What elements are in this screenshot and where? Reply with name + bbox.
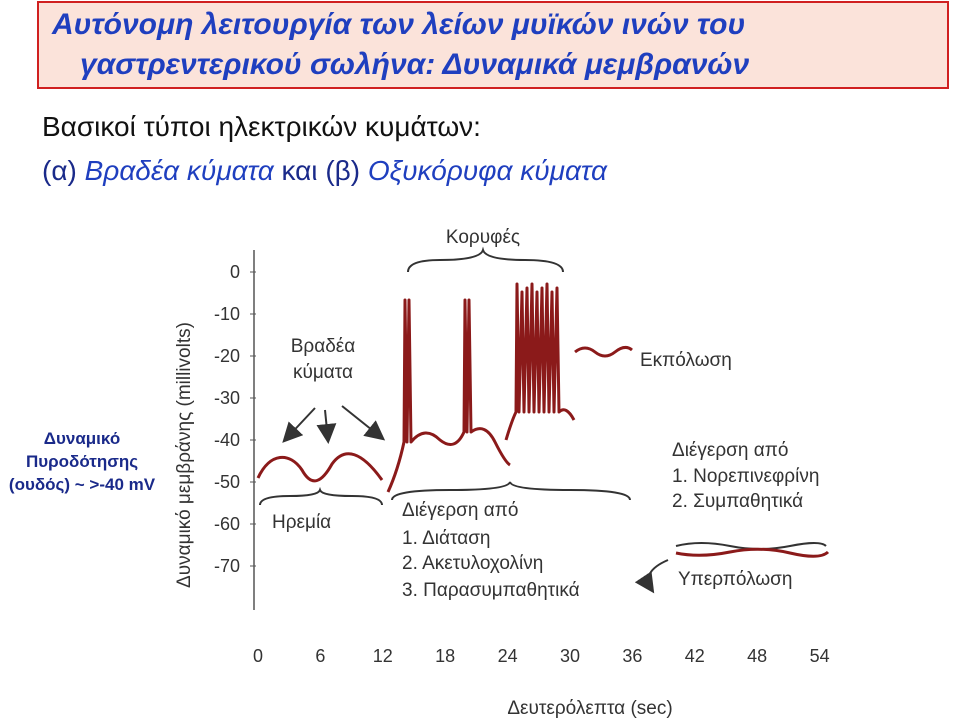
x-tick-label: 42 <box>685 646 705 666</box>
label: Οξυκόρυφα κύματα <box>368 155 608 186</box>
title-box <box>37 1 949 89</box>
x-tick-label: 30 <box>560 646 580 666</box>
arrow <box>634 559 669 594</box>
y-tick-label: -60 <box>214 514 240 534</box>
annotation: 3. Παρασυμπαθητικά <box>402 580 580 601</box>
annotation: Κορυφές <box>446 227 520 248</box>
annotation: κύματα <box>293 362 353 383</box>
y-tick-label: -30 <box>214 388 240 408</box>
y-tick-label: -70 <box>214 556 240 576</box>
y-tick-label: 0 <box>230 262 240 282</box>
arrow <box>341 405 386 441</box>
annotation: Διέγερση από <box>402 500 518 521</box>
x-tick-label: 18 <box>435 646 455 666</box>
x-tick-label: 6 <box>315 646 325 666</box>
annotation: 1. Νορεπινεφρίνη <box>672 466 819 487</box>
label: Βραδέα κύματα <box>85 155 275 186</box>
arrow <box>282 407 316 443</box>
x-tick-label: 0 <box>253 646 263 666</box>
arrow <box>316 409 337 444</box>
x-tick-label: 48 <box>747 646 767 666</box>
title-line: γαστρεντερικού σωλήνα: Δυναμικά μεμβρανώ… <box>80 48 749 81</box>
annotation: 2. Ακετυλοχολίνη <box>402 553 543 574</box>
label: (α) <box>42 155 77 186</box>
x-tick-label: 36 <box>622 646 642 666</box>
side-note: (ουδός) ~ >-40 mV <box>9 475 156 494</box>
label: και <box>281 155 317 186</box>
hyperpolarization-trace <box>675 547 830 558</box>
annotation: Υπερπόλωση <box>678 569 792 590</box>
x-tick-label: 54 <box>810 646 830 666</box>
y-tick-label: -10 <box>214 304 240 324</box>
brace <box>259 486 383 506</box>
x-tick-label: 24 <box>498 646 518 666</box>
spike-trace <box>386 282 576 493</box>
depolarization-trace <box>574 345 633 358</box>
x-axis-label: Δευτερόλεπτα (sec) <box>507 698 672 719</box>
annotation: Εκπόλωση <box>640 350 732 371</box>
title-line: Αυτόνομη λειτουργία των λείων μυϊκών ινώ… <box>51 8 745 41</box>
subtitle: (α) Βραδέα κύματα και (β) Οξυκόρυφα κύμα… <box>42 155 608 186</box>
annotation: 2. Συμπαθητικά <box>672 491 803 512</box>
label: (β) <box>325 155 360 186</box>
y-tick-label: -40 <box>214 430 240 450</box>
y-tick-label: -20 <box>214 346 240 366</box>
annotation: Διέγερση από <box>672 440 788 461</box>
side-note: Πυροδότησης <box>26 452 138 471</box>
annotation: Ηρεμία <box>272 512 331 533</box>
slow-wave-trace <box>256 452 384 483</box>
y-axis-label: Δυναμικό μεμβράνης (millivolts) <box>174 322 195 588</box>
heading: Βασικοί τύποι ηλεκτρικών κυμάτων: <box>42 111 481 142</box>
x-tick-label: 12 <box>373 646 393 666</box>
y-tick-label: -50 <box>214 472 240 492</box>
annotation: Βραδέα <box>291 336 356 357</box>
brace <box>391 481 631 501</box>
side-note: Δυναμικό <box>44 429 120 448</box>
figure: Δυναμικό μεμβράνης (millivolts) Δευτερόλ… <box>174 227 830 719</box>
annotation: 1. Διάταση <box>402 528 491 549</box>
brace <box>407 246 564 273</box>
